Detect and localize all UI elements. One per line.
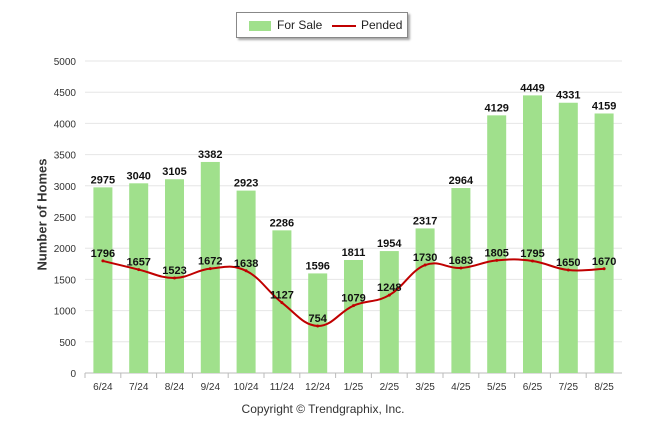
data-label-for-sale: 1596 <box>305 260 329 272</box>
data-label-for-sale: 1954 <box>377 238 402 250</box>
y-axis-ticks: 0 500 1000 1500 2000 2500 3000 3500 4000 4500 5000 <box>54 57 77 380</box>
bar-for-sale <box>487 115 507 373</box>
y-tick-label: 0 <box>70 369 76 380</box>
data-label-for-sale: 2964 <box>449 175 474 187</box>
y-tick-label: 4500 <box>54 88 77 99</box>
data-label-pended: 1657 <box>126 257 150 269</box>
bar-for-sale <box>558 102 578 373</box>
x-tick-label: 1/25 <box>344 382 364 393</box>
bar-for-sale <box>451 188 471 373</box>
line-pended <box>101 258 606 328</box>
bars-for-sale <box>93 95 614 374</box>
y-tick-label: 3000 <box>54 182 77 193</box>
data-label-for-sale: 4129 <box>484 102 508 114</box>
y-tick-label: 1500 <box>54 275 77 286</box>
x-tick-label: 7/25 <box>559 382 579 393</box>
data-label-pended: 1683 <box>449 255 473 267</box>
data-label-pended: 1670 <box>592 256 616 268</box>
bar-for-sale <box>236 190 256 373</box>
legend-label-pended: Pended <box>361 18 403 32</box>
x-axis-ticks: 6/24 7/24 8/24 9/24 10/24 11/24 12/24 1/25 2/25 3… <box>84 373 614 393</box>
data-label-for-sale: 4159 <box>592 100 616 112</box>
line-point-pended <box>280 301 284 305</box>
data-label-for-sale: 1811 <box>342 247 366 259</box>
x-tick-label: 11/24 <box>270 382 295 393</box>
legend-swatch-for-sale <box>249 21 271 31</box>
y-tick-label: 2500 <box>54 213 77 224</box>
data-label-for-sale: 4449 <box>520 82 544 94</box>
data-label-for-sale: 2923 <box>234 178 258 190</box>
x-tick-label: 7/24 <box>129 382 149 393</box>
y-tick-label: 500 <box>59 338 76 349</box>
line-point-pended <box>495 258 499 262</box>
data-label-pended: 1248 <box>377 282 401 294</box>
data-label-pended: 1672 <box>198 256 222 268</box>
data-label-pended: 1079 <box>341 293 365 305</box>
y-tick-label: 4000 <box>54 119 77 130</box>
x-tick-label: 8/25 <box>594 382 614 393</box>
y-tick-label: 1000 <box>54 307 77 318</box>
data-label-pended: 1796 <box>91 248 115 260</box>
data-label-for-sale: 2317 <box>413 215 437 227</box>
line-point-pended <box>531 259 534 263</box>
bar-for-sale <box>165 179 184 373</box>
line-point-pended <box>423 263 427 267</box>
bar-for-sale <box>344 259 363 373</box>
copyright-text: Copyright © Trendgraphix, Inc. <box>241 402 405 416</box>
line-point-pended <box>316 324 320 328</box>
data-label-pended: 1127 <box>270 290 294 302</box>
line-point-pended <box>352 304 355 308</box>
line-point-pended <box>566 268 570 272</box>
data-label-pended: 1650 <box>556 257 580 269</box>
x-tick-label: 6/24 <box>93 382 113 393</box>
y-axis-title: Number of Homes <box>34 158 50 271</box>
data-label-pended: 1638 <box>234 258 258 270</box>
legend-swatch-pended <box>332 25 356 27</box>
x-tick-label: 9/24 <box>201 382 221 393</box>
x-tick-label: 10/24 <box>234 382 259 393</box>
x-tick-label: 2/25 <box>380 382 400 393</box>
y-tick-label: 3500 <box>54 151 77 162</box>
data-label-pended: 754 <box>309 313 328 325</box>
data-label-for-sale: 3382 <box>198 149 222 161</box>
data-label-pended: 1805 <box>484 247 508 259</box>
x-tick-label: 12/24 <box>305 382 330 393</box>
x-tick-label: 6/25 <box>523 382 543 393</box>
bar-for-sale <box>93 187 113 373</box>
line-point-pended <box>208 267 212 271</box>
data-labels: 2975 3040 3105 3382 2923 2286 1596 1811 1954 2317… <box>91 82 617 325</box>
line-point-pended <box>387 293 391 297</box>
data-label-for-sale: 3040 <box>126 170 150 182</box>
bar-for-sale <box>129 183 149 373</box>
data-label-pended: 1523 <box>162 265 186 277</box>
x-tick-label: 8/24 <box>165 382 185 393</box>
x-tick-label: 5/25 <box>487 382 507 393</box>
x-tick-label: 4/25 <box>451 382 471 393</box>
data-label-for-sale: 4331 <box>556 90 580 102</box>
legend: For Sale Pended <box>236 12 408 38</box>
bar-for-sale <box>594 113 614 374</box>
line-point-pended <box>173 276 176 280</box>
line-point-pended <box>244 269 248 273</box>
data-label-pended: 1795 <box>520 248 544 260</box>
data-label-for-sale: 3105 <box>162 166 186 178</box>
line-point-pended <box>459 266 463 270</box>
line-point-pended <box>101 259 105 263</box>
y-tick-label: 2000 <box>54 244 77 255</box>
data-label-for-sale: 2286 <box>270 217 294 229</box>
bar-for-sale <box>308 273 328 373</box>
bar-for-sale <box>523 95 542 374</box>
x-tick-label: 3/25 <box>415 382 435 393</box>
line-point-pended <box>602 267 606 271</box>
data-label-for-sale: 2975 <box>91 174 115 186</box>
bar-for-sale <box>415 228 435 373</box>
y-tick-label: 5000 <box>54 57 77 68</box>
legend-label-for-sale: For Sale <box>277 18 323 32</box>
data-label-pended: 1730 <box>413 252 437 264</box>
line-point-pended <box>137 268 141 272</box>
bar-for-sale <box>379 251 399 373</box>
